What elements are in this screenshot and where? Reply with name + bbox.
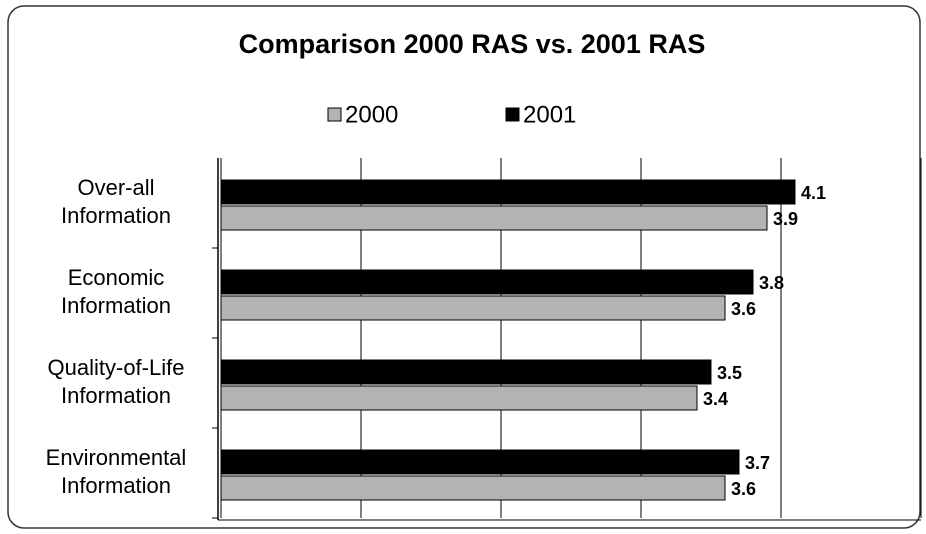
y-tick-label-line: Quality-of-Life: [48, 355, 185, 380]
bar: [220, 385, 698, 411]
data-label: 4.1: [801, 183, 826, 203]
y-tick-label: Environmental Information: [46, 445, 187, 498]
y-tick-label: Quality-of-Life Information: [48, 355, 185, 408]
bar: [220, 359, 712, 385]
y-tick-label: Economic Information: [61, 265, 171, 318]
data-label: 3.6: [731, 479, 756, 499]
legend-label: 2001: [523, 101, 576, 128]
bar: [220, 449, 740, 475]
y-tick-label: Over-all Information: [61, 175, 171, 228]
bar: [220, 179, 796, 205]
y-tick-label-line: Information: [61, 293, 171, 318]
bar: [220, 475, 726, 501]
bar: [220, 269, 754, 295]
y-tick-label-line: Information: [61, 473, 171, 498]
y-tick-label-line: Over-all: [77, 175, 154, 200]
y-tick-label-line: Information: [61, 203, 171, 228]
chart-title: Comparison 2000 RAS vs. 2001 RAS: [239, 29, 706, 59]
y-tick-label-line: Environmental: [46, 445, 187, 470]
data-label: 3.6: [731, 299, 756, 319]
legend-label: 2000: [345, 101, 398, 128]
y-tick-label-line: Economic: [68, 265, 165, 290]
data-label: 3.8: [759, 273, 784, 293]
data-label: 3.5: [717, 363, 742, 383]
legend-swatch: [327, 107, 342, 122]
legend-swatch: [505, 107, 520, 122]
data-label: 3.9: [773, 209, 798, 229]
bar: [220, 205, 768, 231]
bar: [220, 295, 726, 321]
y-tick-label-line: Information: [61, 383, 171, 408]
data-label: 3.4: [703, 389, 728, 409]
data-label: 3.7: [745, 453, 770, 473]
